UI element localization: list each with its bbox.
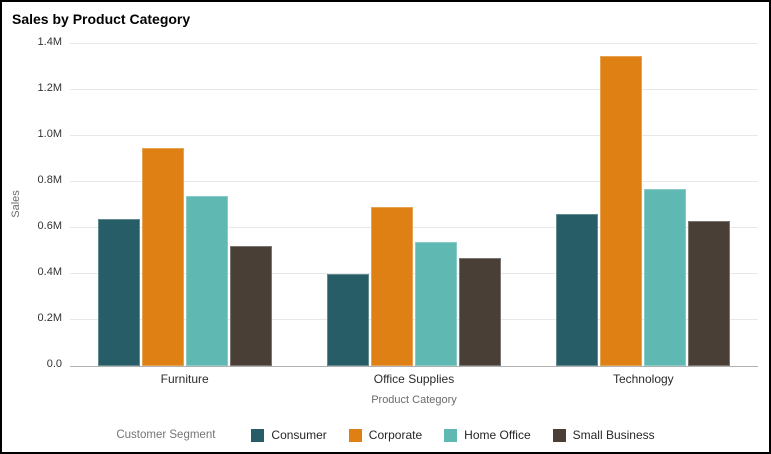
gridline bbox=[70, 181, 758, 182]
legend-item-corporate[interactable]: Corporate bbox=[348, 428, 423, 442]
y-tick-label: 0.4M bbox=[37, 266, 62, 278]
bar-small-business-furniture[interactable] bbox=[229, 246, 272, 366]
legend-swatch-icon bbox=[552, 428, 566, 442]
y-tick-label: 1.4M bbox=[37, 36, 62, 48]
y-axis-tick-labels: 0.0 0.2M 0.4M 0.6M 0.8M 1.0M 1.2M 1.4M bbox=[2, 36, 62, 370]
legend-item-consumer[interactable]: Consumer bbox=[251, 428, 327, 442]
y-tick-label: 0.2M bbox=[37, 312, 62, 324]
legend-title: Customer Segment bbox=[116, 429, 216, 441]
legend-item-label: Small Business bbox=[572, 428, 655, 442]
chart-title: Sales by Product Category bbox=[12, 11, 191, 27]
y-tick-label: 0.8M bbox=[37, 174, 62, 186]
bar-home-office-furniture[interactable] bbox=[185, 195, 228, 366]
gridline bbox=[70, 273, 758, 274]
bar-corporate-office-supplies[interactable] bbox=[370, 207, 413, 366]
legend-item-label: Corporate bbox=[368, 428, 423, 442]
legend-item-small-business[interactable]: Small Business bbox=[552, 428, 655, 442]
legend-item-label: Home Office bbox=[464, 428, 531, 442]
bar-small-business-office-supplies[interactable] bbox=[458, 257, 501, 366]
gridline bbox=[70, 43, 758, 44]
y-tick-label: 1.0M bbox=[37, 128, 62, 140]
legend-swatch-icon bbox=[444, 428, 458, 442]
bar-consumer-office-supplies[interactable] bbox=[326, 274, 369, 366]
y-tick-label: 0.0 bbox=[46, 358, 62, 370]
x-tick-label: Furniture bbox=[160, 372, 209, 386]
bar-group-furniture bbox=[70, 44, 299, 366]
gridline bbox=[70, 227, 758, 228]
legend-swatch-icon bbox=[348, 428, 362, 442]
x-axis-tick-labels: Furniture Office Supplies Technology bbox=[70, 372, 758, 386]
legend-item-home-office[interactable]: Home Office bbox=[444, 428, 531, 442]
bar-corporate-technology[interactable] bbox=[600, 55, 643, 366]
bar-group-office-supplies bbox=[299, 44, 528, 366]
bar-consumer-furniture[interactable] bbox=[97, 218, 140, 366]
x-axis-title: Product Category bbox=[371, 394, 457, 406]
plot-area bbox=[70, 43, 758, 367]
bar-consumer-technology[interactable] bbox=[556, 214, 599, 366]
gridline bbox=[70, 319, 758, 320]
gridline bbox=[70, 89, 758, 90]
bar-small-business-technology[interactable] bbox=[688, 221, 731, 366]
gridline bbox=[70, 135, 758, 136]
legend-swatch-icon bbox=[251, 428, 265, 442]
bar-home-office-technology[interactable] bbox=[644, 188, 687, 366]
bar-home-office-office-supplies[interactable] bbox=[414, 241, 457, 366]
x-tick-label: Technology bbox=[612, 372, 674, 386]
legend-item-label: Consumer bbox=[271, 428, 327, 442]
x-tick-label: Office Supplies bbox=[373, 372, 455, 386]
bars-row bbox=[70, 44, 758, 366]
bar-group-technology bbox=[529, 44, 758, 366]
bar-corporate-furniture[interactable] bbox=[141, 147, 184, 366]
legend: Customer Segment Consumer Corporate Home O… bbox=[2, 428, 769, 442]
y-tick-label: 1.2M bbox=[37, 82, 62, 94]
y-tick-label: 0.6M bbox=[37, 220, 62, 232]
